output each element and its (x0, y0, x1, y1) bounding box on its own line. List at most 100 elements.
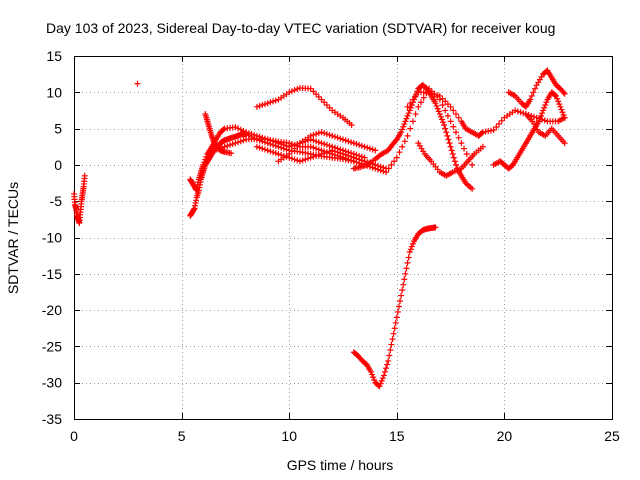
data-point (329, 147, 336, 154)
data-point (539, 110, 546, 117)
data-point (493, 123, 500, 130)
data-point (315, 139, 322, 146)
data-point (439, 102, 446, 109)
data-point (402, 270, 409, 277)
data-point (398, 129, 405, 136)
data-point (450, 154, 457, 161)
data-point (412, 111, 419, 118)
data-point (240, 127, 247, 134)
x-tick-label: 5 (178, 428, 186, 444)
data-point (237, 138, 244, 145)
data-point (369, 146, 376, 153)
data-point (391, 325, 398, 332)
data-point (400, 281, 407, 288)
data-point (540, 107, 547, 114)
data-point (407, 125, 414, 132)
data-point (310, 131, 317, 138)
data-point (398, 292, 405, 299)
data-point (390, 330, 397, 337)
data-point (395, 303, 402, 310)
data-point (551, 92, 558, 99)
data-point (409, 118, 416, 125)
data-point (530, 113, 537, 120)
data-point (305, 155, 312, 162)
data-point (438, 116, 445, 123)
data-point (409, 96, 416, 103)
data-point (432, 100, 439, 107)
data-point (221, 143, 228, 150)
data-point (556, 101, 563, 108)
data-point (318, 96, 325, 103)
data-point (383, 165, 390, 172)
data-point (393, 314, 400, 321)
data-point (380, 372, 387, 379)
data-point (452, 161, 459, 168)
data-point (447, 103, 454, 110)
data-point (400, 123, 407, 130)
data-point (321, 150, 328, 157)
data-point (240, 137, 247, 144)
data-point (256, 144, 263, 151)
data-point (401, 276, 408, 283)
data-point (381, 368, 388, 375)
series-seg-04 (187, 124, 368, 194)
data-point (406, 249, 413, 256)
plot-frame (74, 56, 613, 420)
data-point (403, 265, 410, 272)
data-point (350, 154, 357, 161)
data-point (392, 319, 399, 326)
data-point (356, 141, 363, 148)
data-point (218, 144, 225, 151)
data-point (331, 133, 338, 140)
series-seg-13 (415, 140, 486, 179)
data-point (561, 114, 568, 121)
data-point (418, 99, 425, 106)
axis-ticks (74, 56, 613, 420)
x-tick-label: 10 (281, 428, 297, 444)
data-point (313, 91, 320, 98)
data-point (444, 101, 451, 108)
data-point (307, 85, 314, 92)
y-tick-label: -20 (42, 302, 62, 318)
data-point (378, 377, 385, 384)
data-point (404, 259, 411, 266)
data-point (383, 365, 390, 372)
data-point (261, 146, 268, 153)
data-point (286, 151, 293, 158)
data-point (315, 151, 322, 158)
y-tick-label: -35 (42, 411, 62, 427)
data-point (337, 150, 344, 157)
series-seg-02 (134, 80, 141, 87)
data-point (323, 102, 330, 109)
data-point (442, 107, 449, 114)
data-point (448, 147, 455, 154)
data-point (414, 88, 421, 95)
data-point (232, 124, 239, 131)
data-point (267, 148, 274, 155)
y-tick-label: -30 (42, 375, 62, 391)
data-point (345, 138, 352, 145)
data-point (81, 172, 88, 179)
data-point (253, 143, 260, 150)
data-point (326, 142, 333, 149)
data-point (555, 98, 562, 105)
data-point (404, 103, 411, 110)
data-point (560, 111, 567, 118)
data-point (388, 161, 395, 168)
data-point (450, 107, 457, 114)
data-point (533, 114, 540, 121)
data-point (326, 104, 333, 111)
data-point (404, 132, 411, 139)
data-point (434, 92, 441, 99)
data-point (261, 101, 268, 108)
data-point (560, 89, 567, 96)
data-point (313, 131, 320, 138)
series-seg-08 (253, 84, 355, 128)
data-point (386, 352, 393, 359)
data-point (393, 154, 400, 161)
data-point (405, 254, 412, 261)
data-point (433, 102, 440, 109)
data-point (229, 141, 236, 148)
data-point (299, 157, 306, 164)
y-tick-label: 15 (46, 48, 62, 64)
